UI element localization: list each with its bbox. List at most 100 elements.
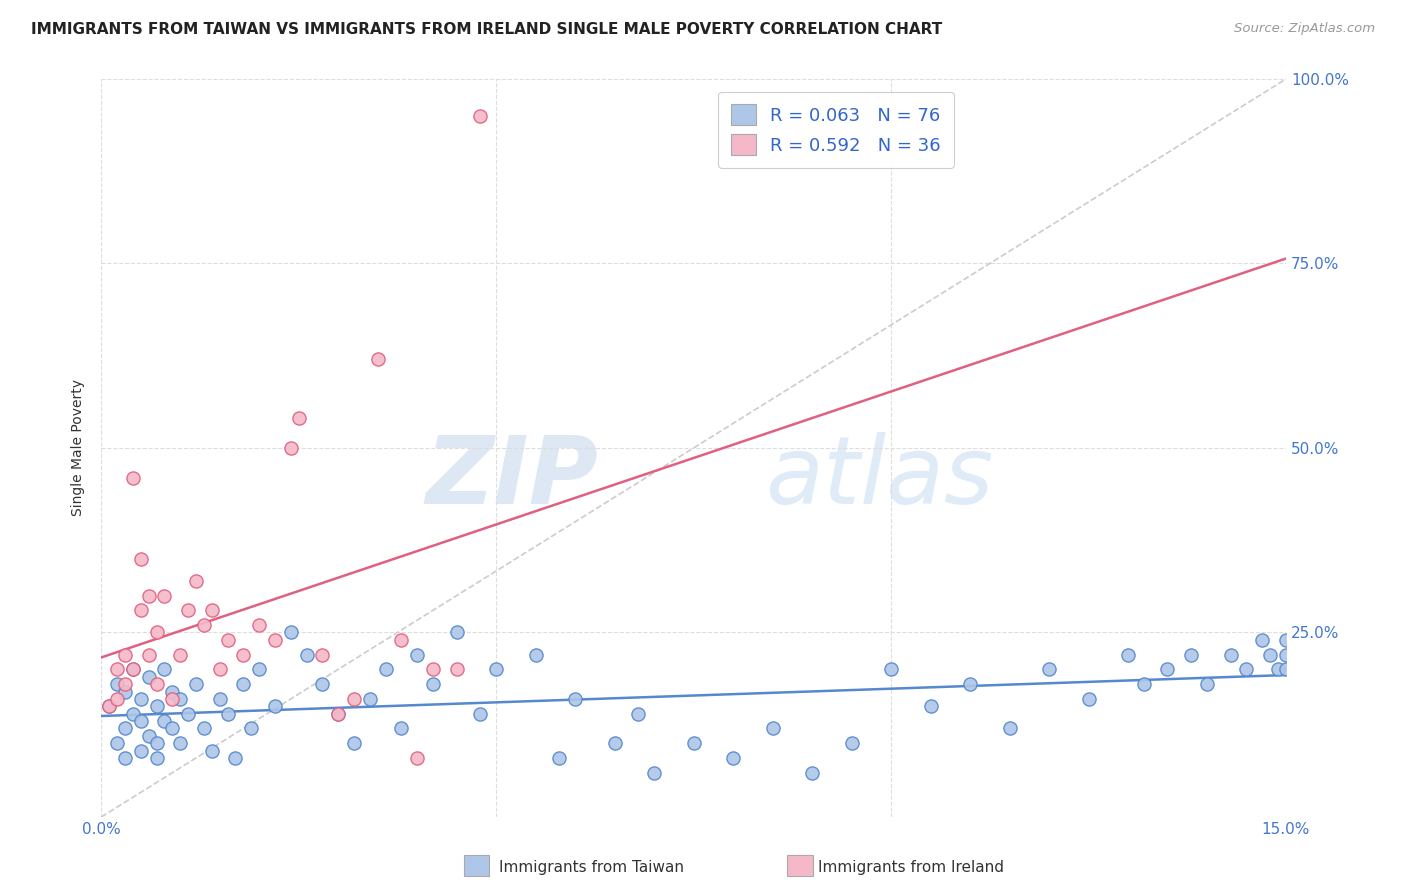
Point [485, 662, 508, 676]
Point [1251, 632, 1274, 647]
Point [193, 722, 215, 736]
Point [184, 677, 207, 691]
Point [367, 352, 389, 367]
Point [129, 692, 152, 706]
Point [761, 722, 783, 736]
Point [603, 736, 626, 750]
Point [801, 765, 824, 780]
Point [1156, 662, 1178, 676]
Point [328, 706, 350, 721]
Text: Source: ZipAtlas.com: Source: ZipAtlas.com [1234, 22, 1375, 36]
Point [138, 670, 160, 684]
Point [138, 589, 160, 603]
Point [145, 699, 167, 714]
Point [240, 722, 263, 736]
Point [232, 677, 254, 691]
Point [1077, 692, 1099, 706]
Y-axis label: Single Male Poverty: Single Male Poverty [72, 379, 86, 516]
Legend: R = 0.063   N = 76, R = 0.592   N = 36: R = 0.063 N = 76, R = 0.592 N = 36 [718, 92, 953, 168]
Point [264, 699, 287, 714]
Point [184, 574, 207, 588]
Point [121, 662, 143, 676]
Point [389, 632, 412, 647]
Point [959, 677, 981, 691]
Point [177, 706, 200, 721]
Point [145, 736, 167, 750]
Point [328, 706, 350, 721]
Text: Immigrants from Ireland: Immigrants from Ireland [818, 860, 1004, 874]
Point [114, 751, 136, 765]
Point [98, 699, 121, 714]
Point [193, 618, 215, 632]
Point [1038, 662, 1060, 676]
Point [145, 625, 167, 640]
Point [1180, 648, 1202, 662]
Point [548, 751, 571, 765]
Point [169, 648, 191, 662]
Point [247, 618, 270, 632]
Point [105, 692, 128, 706]
Point [208, 662, 231, 676]
Point [406, 648, 429, 662]
Point [682, 736, 704, 750]
Point [311, 677, 333, 691]
Point [295, 648, 318, 662]
Point [129, 743, 152, 757]
Point [1195, 677, 1218, 691]
Point [138, 648, 160, 662]
Point [145, 677, 167, 691]
Point [359, 692, 381, 706]
Point [105, 662, 128, 676]
Point [1116, 648, 1139, 662]
Point [217, 706, 239, 721]
Point [98, 699, 121, 714]
Point [247, 662, 270, 676]
Text: atlas: atlas [765, 432, 993, 523]
Text: Immigrants from Taiwan: Immigrants from Taiwan [499, 860, 685, 874]
Point [422, 662, 444, 676]
Point [880, 662, 903, 676]
Point [406, 751, 429, 765]
Point [1275, 632, 1298, 647]
Point [105, 677, 128, 691]
Point [1267, 662, 1289, 676]
Point [121, 706, 143, 721]
Point [129, 551, 152, 566]
Point [114, 648, 136, 662]
Point [1219, 648, 1241, 662]
Point [389, 722, 412, 736]
Point [264, 632, 287, 647]
Point [920, 699, 942, 714]
Text: IMMIGRANTS FROM TAIWAN VS IMMIGRANTS FROM IRELAND SINGLE MALE POVERTY CORRELATIO: IMMIGRANTS FROM TAIWAN VS IMMIGRANTS FRO… [31, 22, 942, 37]
Point [169, 736, 191, 750]
Point [643, 765, 665, 780]
Point [121, 470, 143, 484]
Point [145, 751, 167, 765]
Point [153, 589, 176, 603]
Point [153, 714, 176, 728]
Point [162, 684, 184, 698]
Point [1258, 648, 1281, 662]
Point [422, 677, 444, 691]
Point [287, 411, 309, 425]
Point [162, 722, 184, 736]
Point [129, 714, 152, 728]
Point [998, 722, 1021, 736]
Point [129, 603, 152, 617]
Point [564, 692, 586, 706]
Text: ZIP: ZIP [426, 432, 599, 524]
Point [114, 677, 136, 691]
Point [162, 692, 184, 706]
Point [232, 648, 254, 662]
Point [446, 625, 468, 640]
Point [1275, 648, 1298, 662]
Point [138, 729, 160, 743]
Point [169, 692, 191, 706]
Point [470, 109, 492, 123]
Point [524, 648, 547, 662]
Point [1236, 662, 1258, 676]
Point [177, 603, 200, 617]
Point [280, 441, 302, 455]
Point [343, 692, 366, 706]
Point [153, 662, 176, 676]
